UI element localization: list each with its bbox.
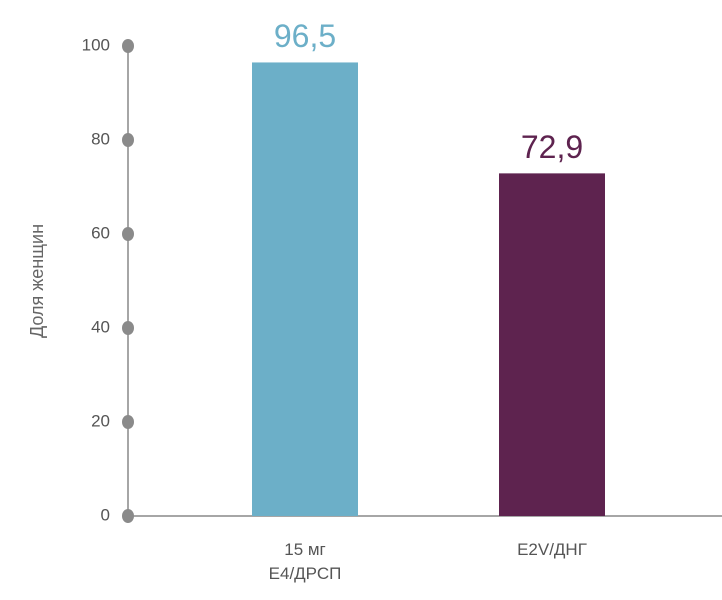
y-tick-label: 20: [91, 411, 110, 430]
bar: [499, 173, 605, 516]
tick-mark: [122, 39, 134, 53]
tick-mark: [122, 133, 134, 147]
y-tick-label: 60: [91, 223, 110, 242]
tick-mark: [122, 321, 134, 335]
y-axis-label: Доля женщин: [27, 224, 47, 338]
y-tick-label: 40: [91, 317, 110, 336]
tick-mark: [122, 509, 134, 523]
x-tick-label: 15 мг Е4/ДРСП: [268, 540, 342, 583]
y-tick-label: 0: [101, 505, 110, 524]
value-label: 72,9: [521, 129, 583, 165]
tick-mark: [122, 227, 134, 241]
y-tick-label: 100: [82, 35, 110, 54]
bar: [252, 62, 358, 516]
x-tick-label: E2V/ДНГ: [517, 540, 587, 559]
y-tick-label: 80: [91, 129, 110, 148]
value-label: 96,5: [274, 18, 336, 54]
tick-mark: [122, 415, 134, 429]
